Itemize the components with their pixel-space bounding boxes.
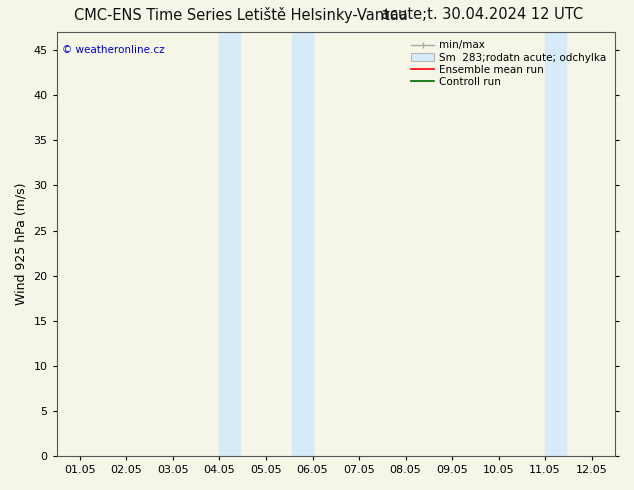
- Bar: [617, 32, 634, 456]
- Bar: [545, 32, 566, 456]
- Bar: [292, 32, 313, 456]
- Text: © weatheronline.cz: © weatheronline.cz: [62, 45, 165, 55]
- Text: acute;t. 30.04.2024 12 UTC: acute;t. 30.04.2024 12 UTC: [381, 7, 583, 23]
- Y-axis label: Wind 925 hPa (m/s): Wind 925 hPa (m/s): [15, 183, 28, 305]
- Text: CMC-ENS Time Series Letiště Helsinky-Vantaa: CMC-ENS Time Series Letiště Helsinky-Van…: [74, 7, 408, 24]
- Bar: [219, 32, 240, 456]
- Legend: min/max, Sm  283;rodatn acute; odchylka, Ensemble mean run, Controll run: min/max, Sm 283;rodatn acute; odchylka, …: [408, 37, 610, 90]
